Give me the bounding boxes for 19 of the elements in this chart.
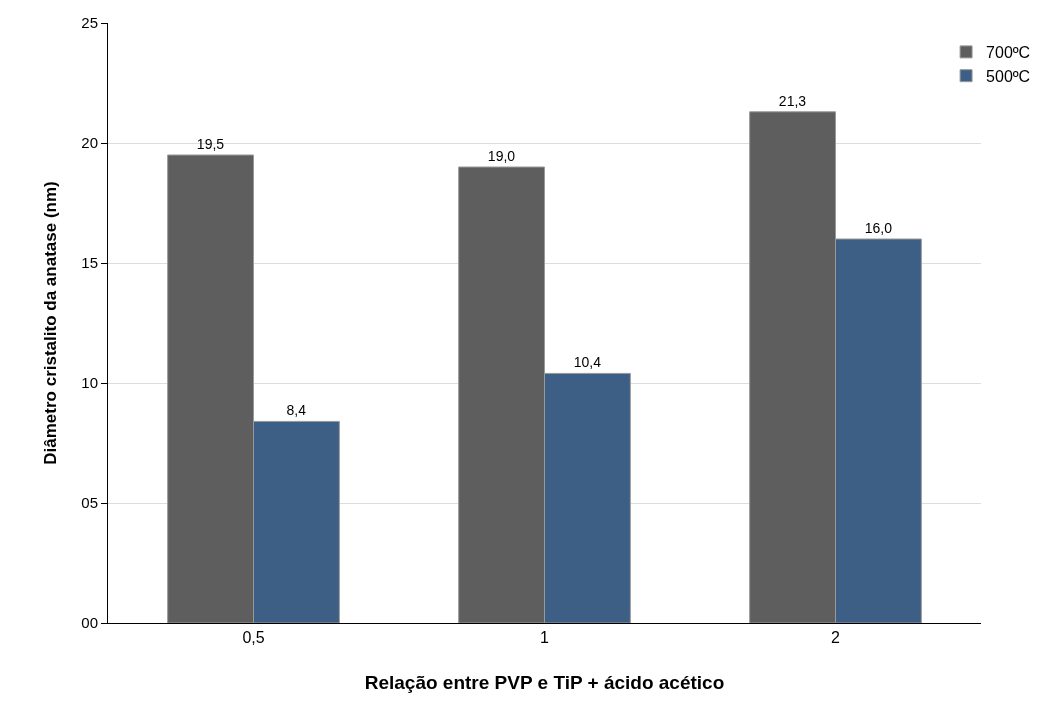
y-tick-label: 05 bbox=[81, 494, 98, 512]
data-label: 19,5 bbox=[196, 136, 225, 152]
data-label: 21,3 bbox=[778, 92, 807, 109]
y-tick-label: 25 bbox=[81, 14, 98, 32]
x-axis-title: Relação entre PVP e TiP + ácido acético bbox=[364, 672, 725, 693]
legend-label: 700ºC bbox=[986, 44, 1031, 62]
y-tick-label: 10 bbox=[81, 374, 98, 392]
x-tick-label: 0,5 bbox=[242, 629, 265, 647]
y-axis-title: Diâmetro cristalito da anatase (nm) bbox=[40, 181, 60, 465]
data-label: 8,4 bbox=[286, 402, 307, 419]
data-label: 10,4 bbox=[573, 354, 602, 371]
x-tick-label: 2 bbox=[831, 629, 841, 647]
y-tick-label: 00 bbox=[81, 614, 98, 632]
y-tick-label: 20 bbox=[81, 134, 98, 152]
data-label: 16,0 bbox=[864, 220, 893, 236]
legend-label: 500ºC bbox=[986, 67, 1031, 85]
y-tick-label: 15 bbox=[81, 254, 98, 272]
data-label: 19,0 bbox=[487, 148, 516, 164]
x-tick-label: 1 bbox=[540, 629, 550, 647]
